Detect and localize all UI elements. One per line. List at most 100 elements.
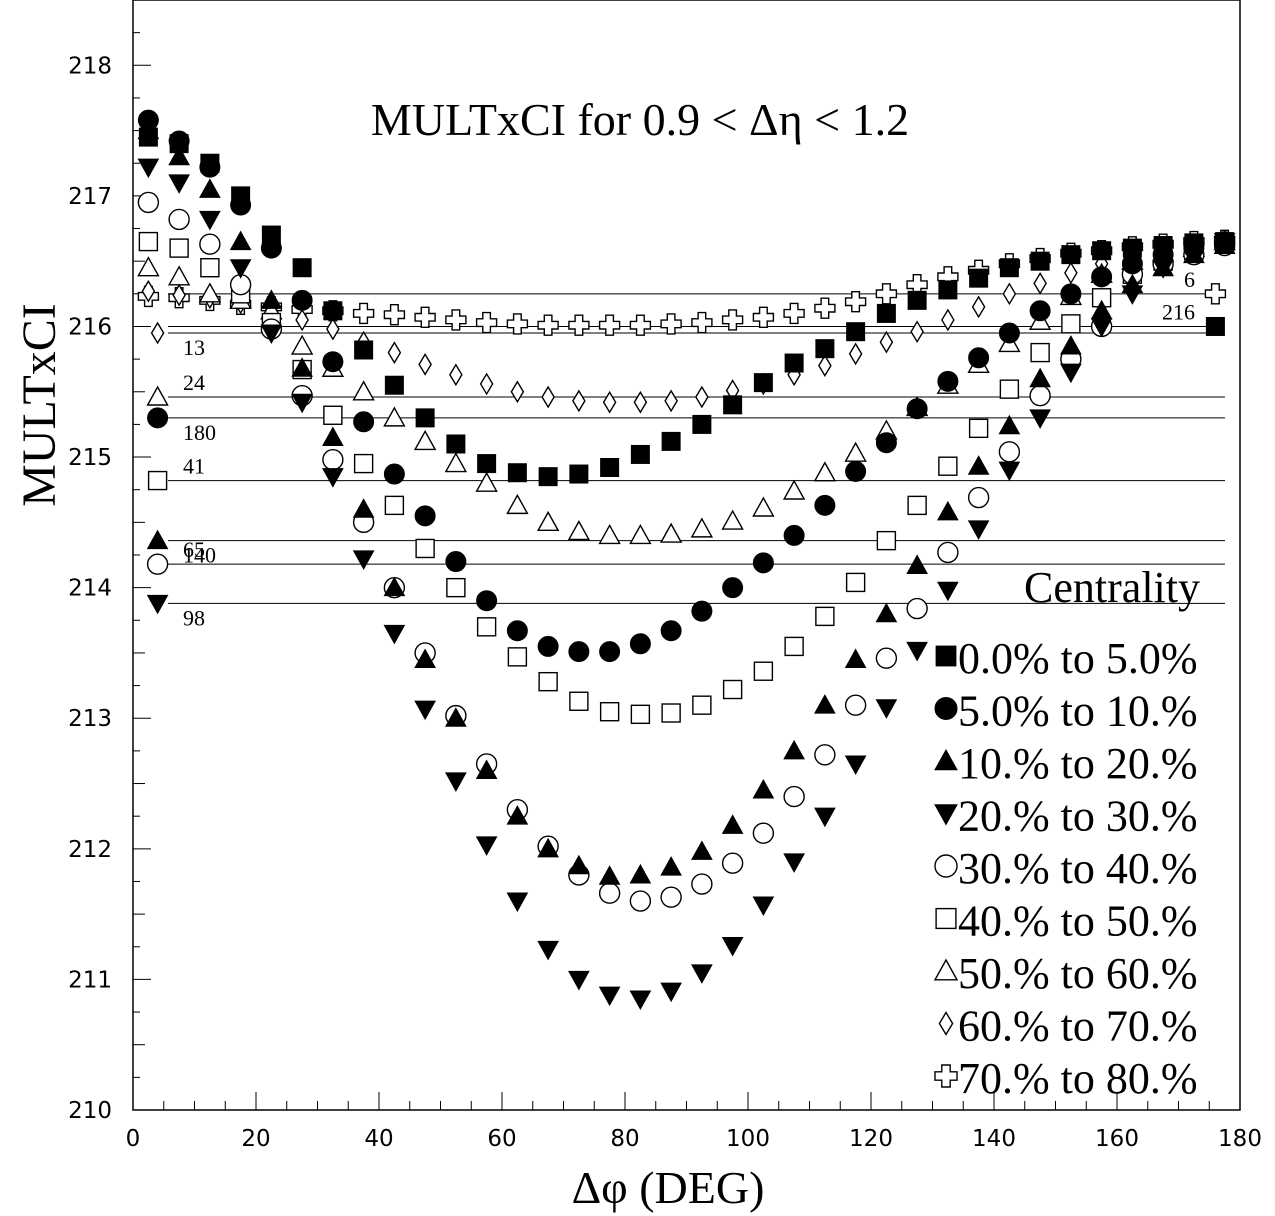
legend-entry: 20.% to 30.%: [958, 792, 1198, 841]
legend-marker: [934, 748, 958, 771]
data-point: [876, 530, 897, 551]
data-point: [568, 854, 590, 875]
data-point: [602, 390, 617, 414]
data-point: [383, 576, 406, 597]
data-point: [169, 134, 189, 154]
data-point: [387, 341, 402, 364]
data-point: [875, 699, 898, 719]
data-point: [568, 641, 590, 663]
x-tick-label: 40: [364, 1126, 393, 1152]
data-point: [752, 496, 775, 517]
data-point: [722, 577, 744, 599]
data-point: [445, 309, 467, 331]
data-point: [753, 661, 774, 681]
data-point: [1090, 299, 1113, 320]
data-point: [998, 461, 1021, 482]
y-tick-label: 212: [68, 837, 112, 863]
data-point: [1153, 236, 1173, 256]
data-point: [629, 863, 652, 884]
data-point: [660, 313, 682, 335]
data-point: [783, 785, 805, 808]
data-point: [445, 772, 467, 792]
data-point: [536, 510, 560, 532]
axis-ticks: 0 20 40 60 80 100 120 140 160 180 210 211 212 213 214 2…: [68, 0, 1262, 1152]
data-point: [147, 470, 168, 491]
data-point: [384, 375, 404, 395]
data-point: [783, 524, 805, 546]
data-point: [599, 641, 621, 663]
data-point: [844, 694, 867, 716]
data-point: [506, 313, 529, 335]
data-point: [567, 520, 591, 541]
data-point: [1061, 314, 1081, 334]
chart-title: MULTxCI for 0.9 < Δη < 1.2: [371, 94, 909, 145]
legend-title: Centrality: [1024, 563, 1200, 612]
data-point: [537, 635, 559, 657]
data-point: [168, 174, 190, 194]
data-point: [752, 552, 774, 574]
legend-entry: 10.% to 20.%: [958, 739, 1198, 788]
data-point: [598, 986, 621, 1007]
data-point: [415, 538, 435, 559]
data-point: [721, 936, 744, 957]
reference-line-label-8: 98: [183, 605, 205, 630]
data-point: [229, 259, 252, 279]
data-point: [967, 520, 990, 540]
legend-entry: 0.0% to 5.0%: [958, 634, 1198, 683]
data-point: [537, 314, 559, 336]
data-point: [291, 357, 313, 377]
data-point: [691, 873, 713, 895]
data-point: [907, 290, 927, 310]
x-tick-label: 60: [487, 1126, 516, 1152]
data-point: [1205, 316, 1225, 336]
data-point: [1029, 409, 1051, 429]
legend-entry: 60.% to 70.%: [958, 1002, 1198, 1051]
data-point: [784, 636, 804, 657]
data-point: [414, 648, 436, 668]
data-point: [998, 414, 1021, 435]
data-point: [633, 390, 648, 414]
data-points: [137, 109, 1236, 1011]
x-tick-label: 160: [1095, 1126, 1139, 1152]
data-point: [147, 407, 169, 429]
data-point: [413, 429, 437, 451]
y-tick-label: 214: [68, 576, 112, 602]
data-point: [414, 700, 436, 721]
data-point: [844, 755, 867, 775]
data-point: [137, 256, 160, 277]
data-point: [971, 295, 986, 319]
x-tick-label: 0: [126, 1126, 141, 1152]
data-point: [138, 231, 159, 252]
data-point: [661, 431, 681, 451]
x-tick-label: 140: [972, 1126, 1016, 1152]
data-point: [848, 342, 863, 366]
data-point: [845, 460, 867, 482]
data-point: [879, 330, 894, 354]
data-point: [844, 291, 867, 313]
data-point: [200, 153, 220, 173]
data-point: [383, 406, 406, 427]
data-point: [418, 352, 432, 376]
data-point: [1060, 283, 1082, 305]
data-point: [538, 671, 558, 692]
reference-line-label-1: 216: [1162, 299, 1195, 324]
data-point: [199, 210, 221, 231]
data-point: [783, 853, 805, 873]
data-point: [876, 303, 896, 323]
data-point: [137, 158, 160, 179]
x-tick-label: 20: [241, 1126, 270, 1152]
legend-entry: 50.% to 60.%: [958, 949, 1198, 998]
data-point: [506, 620, 528, 642]
data-point: [721, 509, 744, 530]
data-point: [146, 594, 169, 615]
data-point: [937, 581, 959, 602]
data-point: [999, 258, 1019, 278]
data-point: [598, 882, 621, 904]
data-point: [383, 304, 406, 326]
data-point: [446, 434, 466, 454]
data-point: [507, 647, 528, 667]
data-point: [969, 268, 989, 288]
data-point: [326, 317, 340, 341]
data-point: [1030, 251, 1050, 271]
